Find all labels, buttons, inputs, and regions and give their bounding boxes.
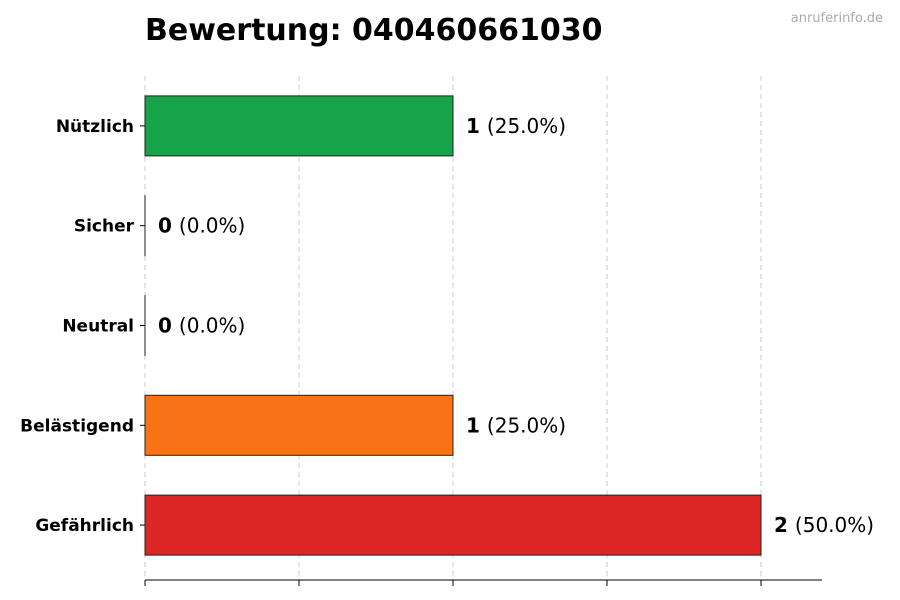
category-label: Belästigend [20,416,134,436]
data-label-percent: (50.0%) [795,513,874,537]
data-label-percent: (25.0%) [487,413,566,437]
data-label-percent: (0.0%) [179,314,245,338]
data-label-count: 0 [158,214,172,238]
bar [144,394,454,456]
data-label-count: 0 [158,314,172,338]
category-label: Sicher [74,217,135,237]
data-label: 0 (0.0%) [158,314,245,338]
data-label-percent: (0.0%) [179,214,245,238]
data-label-count: 1 [466,413,480,437]
data-label-count: 2 [774,513,788,537]
data-label: 1 (25.0%) [466,114,566,138]
data-label: 1 (25.0%) [466,413,566,437]
bar [144,494,762,556]
bars [144,95,762,556]
data-label: 2 (50.0%) [774,513,874,537]
category-label: Nützlich [56,117,134,137]
labels: Nützlich 1 (25.0%) Sicher 0 (0.0%) Neutral 0 (0.… [20,114,874,537]
data-label: 0 (0.0%) [158,214,245,238]
chart-title: Bewertung: 040460661030 [145,13,603,48]
data-label-percent: (25.0%) [487,114,566,138]
data-label-count: 1 [466,114,480,138]
bar [144,95,454,157]
watermark: anruferinfo.de [791,11,883,26]
category-label: Neutral [62,317,134,337]
category-label: Gefährlich [35,516,134,536]
axes [140,125,822,586]
